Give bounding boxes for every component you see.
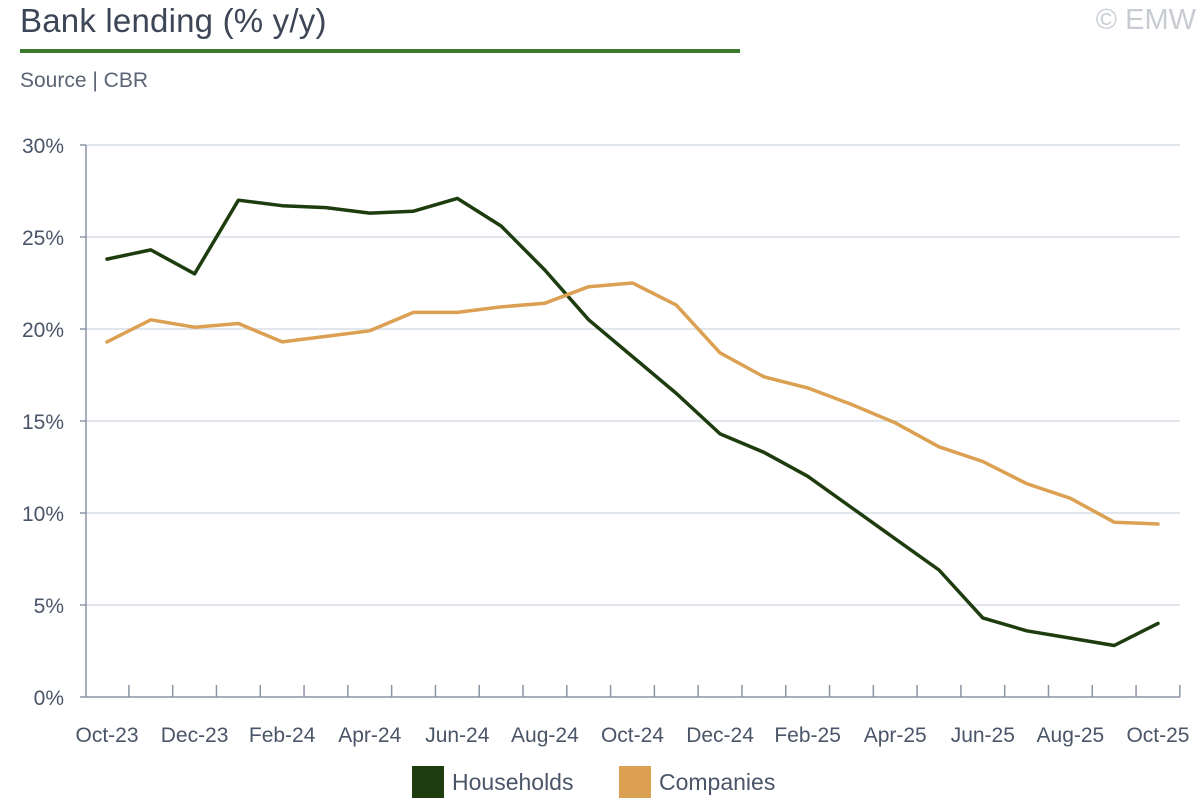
x-tick-label: Feb-24 xyxy=(249,724,316,747)
x-tick-label: Dec-24 xyxy=(686,724,754,747)
legend-swatch-households xyxy=(412,766,444,798)
x-tick-label: Apr-24 xyxy=(338,724,401,747)
y-tick-label: 15% xyxy=(22,411,64,434)
line-chart: 0% 5% 10% 15% 20% 25% 30% Oct-23 Dec-23 Feb-24 Apr… xyxy=(22,135,1190,747)
series-line-companies xyxy=(105,281,1160,526)
legend-label-households: Households xyxy=(452,768,574,795)
legend-item-companies[interactable]: Companies xyxy=(619,766,775,798)
y-tick-label: 30% xyxy=(22,135,64,158)
y-tick-label: 10% xyxy=(22,503,64,526)
legend-label-companies: Companies xyxy=(659,768,776,795)
x-tick-label: Feb-25 xyxy=(774,724,841,747)
y-tick-label: 20% xyxy=(22,319,64,342)
series-line-households xyxy=(105,196,1160,648)
copyright-label: © EMW xyxy=(1095,4,1196,36)
grid-layer xyxy=(86,144,1180,606)
x-tick-label: Aug-25 xyxy=(1037,724,1105,747)
x-tick-label: Oct-23 xyxy=(75,724,138,747)
label-layer: 0% 5% 10% 15% 20% 25% 30% Oct-23 Dec-23 Feb-24 Apr… xyxy=(22,135,1190,747)
axis-layer xyxy=(80,144,1181,698)
source-label: Source | CBR xyxy=(20,69,148,92)
y-tick-label: 25% xyxy=(22,227,64,250)
x-tick-label: Aug-24 xyxy=(511,724,579,747)
x-tick-label: Oct-24 xyxy=(601,724,664,747)
chart-title: Bank lending (% y/y) xyxy=(20,2,327,39)
y-tick-label: 5% xyxy=(34,595,64,618)
x-tick-label: Jun-25 xyxy=(951,724,1015,747)
legend-swatch-companies xyxy=(619,766,651,798)
x-tick-label: Dec-23 xyxy=(161,724,229,747)
legend-item-households[interactable]: Households xyxy=(412,766,573,798)
title-underline xyxy=(20,49,740,53)
series-layer xyxy=(105,196,1160,648)
x-tick-label: Oct-25 xyxy=(1126,724,1189,747)
legend: Households Companies xyxy=(0,766,1200,800)
x-tick-label: Apr-25 xyxy=(864,724,927,747)
y-tick-label: 0% xyxy=(34,687,64,710)
x-tick-label: Jun-24 xyxy=(425,724,490,747)
